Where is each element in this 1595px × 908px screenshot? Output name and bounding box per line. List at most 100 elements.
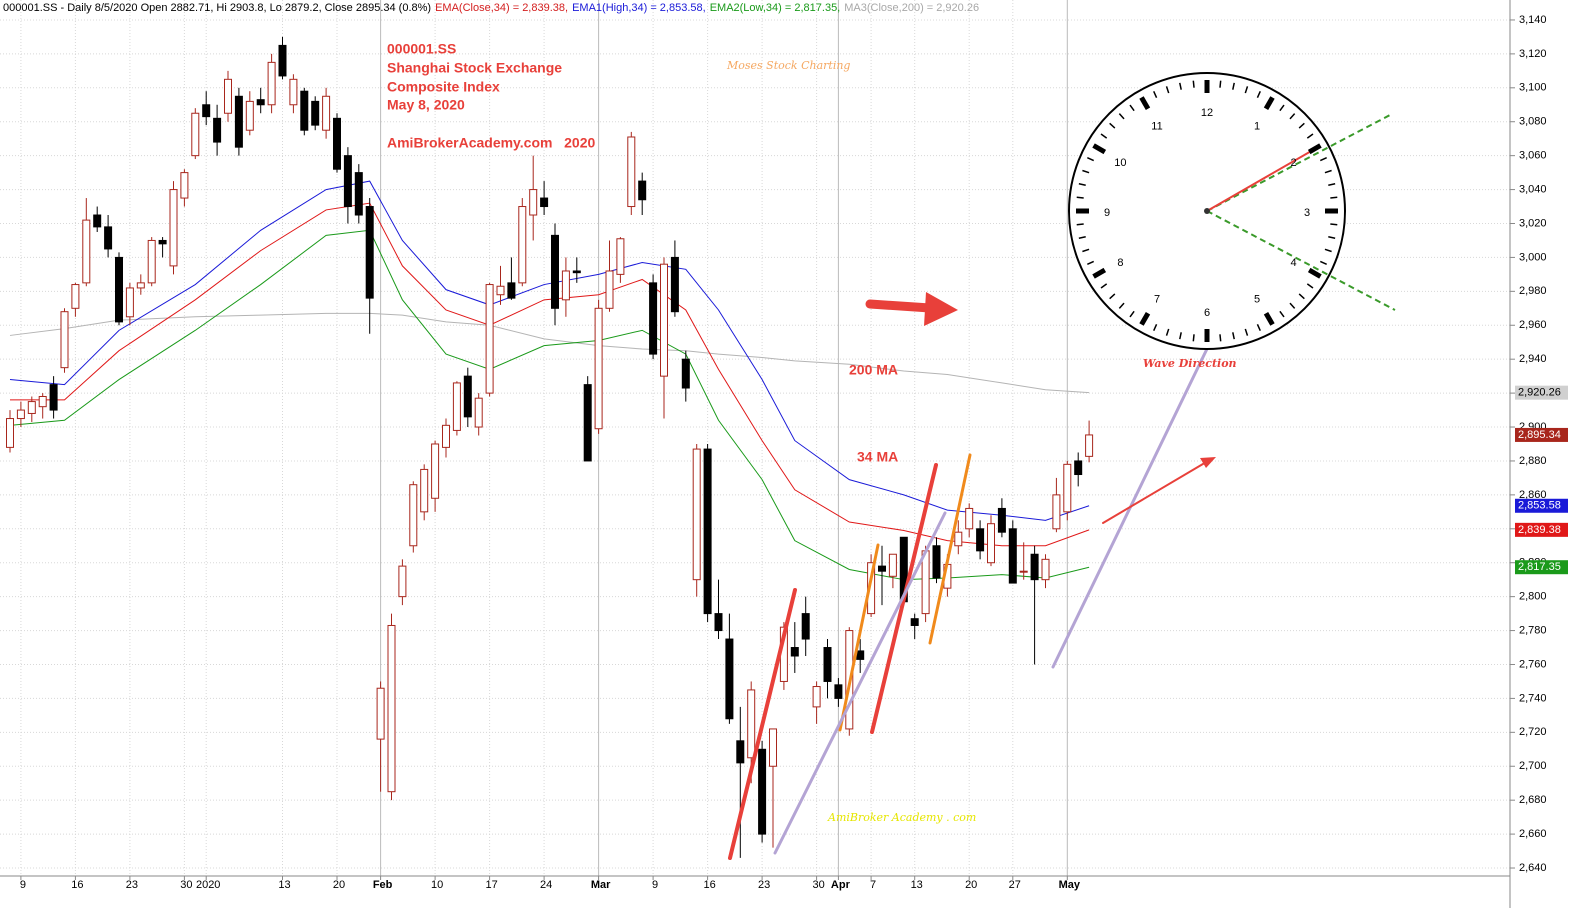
candle-body <box>322 95 331 131</box>
y-tick-label: 2,660 <box>1519 828 1547 840</box>
value-label: 2,853.58 <box>1518 500 1561 512</box>
clock-tick <box>1244 86 1249 94</box>
x-tick-label: 24 <box>540 879 552 891</box>
x-tick-label: 16 <box>71 879 83 891</box>
indicator-line <box>9 180 1090 521</box>
trend-line <box>1051 320 1222 669</box>
candle-body <box>256 99 265 106</box>
y-tick-label: 2,800 <box>1519 591 1547 603</box>
candle-body <box>420 468 429 513</box>
clock-tick <box>1153 91 1158 99</box>
trend-line <box>773 511 947 855</box>
candle-body <box>234 95 243 148</box>
clock-tick <box>1139 96 1151 111</box>
clock-tick <box>1153 323 1158 331</box>
clock-tick <box>1078 236 1086 239</box>
candle-body <box>670 256 679 313</box>
candle-body <box>551 234 559 309</box>
candle-body <box>681 358 690 389</box>
candles <box>6 36 1094 858</box>
y-tick-label: 2,780 <box>1519 624 1547 636</box>
trend-line <box>728 588 797 860</box>
y-tick-label: 3,100 <box>1519 82 1547 94</box>
y-tick-label: 2,960 <box>1519 319 1547 331</box>
clock-tick <box>1279 104 1285 112</box>
x-tick-label: 9 <box>20 879 26 891</box>
x-tick-label: 16 <box>703 879 715 891</box>
clock-number: 5 <box>1254 294 1260 306</box>
y-tick-label: 2,880 <box>1519 455 1547 467</box>
candle-body <box>1085 434 1094 457</box>
candle-body <box>932 545 941 579</box>
y-tick-label: 3,020 <box>1519 217 1547 229</box>
clock-tick <box>1076 196 1084 199</box>
candle-body <box>638 180 647 201</box>
clock-tick <box>1219 80 1222 88</box>
clock-tick <box>1129 310 1135 318</box>
clock-tick <box>1289 302 1296 309</box>
candle-body <box>812 686 821 708</box>
clock-tick <box>1192 80 1195 88</box>
candle-body <box>1008 528 1017 584</box>
candle-body <box>616 238 625 275</box>
x-tick-label: 30 <box>812 879 824 891</box>
clock-tick <box>1232 82 1235 90</box>
candle-body <box>180 172 189 199</box>
x-tick-label: 23 <box>126 879 138 891</box>
candle-body <box>125 287 134 318</box>
y-tick-label: 3,060 <box>1519 150 1547 162</box>
candle-body <box>136 282 145 289</box>
candle-body <box>38 395 47 408</box>
value-label: 2,920.26 <box>1518 387 1561 399</box>
candle-body <box>714 613 723 632</box>
candle-body <box>496 285 505 296</box>
candle-body <box>267 61 276 106</box>
trend-line <box>870 463 938 734</box>
candle-body <box>49 384 58 411</box>
clock-tick <box>1192 334 1195 342</box>
candle-body <box>529 189 538 216</box>
clock-tick <box>1244 328 1249 336</box>
candle-body <box>594 307 603 430</box>
x-tick-label: 23 <box>758 879 770 891</box>
clock-ray <box>1206 210 1396 311</box>
candle-body <box>965 507 974 530</box>
candle-body <box>769 728 777 767</box>
grid <box>0 0 1510 876</box>
clock-tick <box>1263 96 1275 111</box>
candle-body <box>605 270 614 309</box>
clock-tick <box>1328 183 1336 186</box>
candle-body <box>27 401 36 414</box>
ma-label: 200 MA <box>849 362 898 378</box>
header-item: EMA1(High,34) = 2,853.58, <box>572 2 706 14</box>
x-tick-label: 27 <box>1009 879 1021 891</box>
clock-tick <box>1118 302 1125 309</box>
info-line: Composite Index <box>387 79 500 95</box>
clock-tick <box>1087 157 1095 162</box>
y-tick-label: 2,680 <box>1519 794 1547 806</box>
candle-body <box>158 239 167 245</box>
candle-body <box>311 100 320 126</box>
clock-tick <box>1324 248 1332 253</box>
candle-body <box>289 78 298 106</box>
clock-tick <box>1092 143 1107 155</box>
clock-number: 2 <box>1291 157 1297 169</box>
candle-body <box>976 528 985 552</box>
clock-tick <box>1100 283 1108 289</box>
info-line: May 8, 2020 <box>387 97 465 113</box>
clock-tick <box>1307 143 1322 155</box>
header-item: EMA2(Low,34) = 2,817.35, <box>710 2 841 14</box>
candle-body <box>463 375 472 418</box>
y-tick-label: 2,720 <box>1519 726 1547 738</box>
candle-body <box>442 424 450 448</box>
clock-hand <box>1206 145 1321 212</box>
value-box <box>1515 427 1568 442</box>
drawings <box>728 292 1222 860</box>
header-item: EMA(Close,34) = 2,839.38, <box>435 2 568 14</box>
candle-body <box>561 270 570 301</box>
candle-body <box>540 197 549 208</box>
clock-tick <box>1232 332 1235 340</box>
candle-body <box>867 562 876 615</box>
candle-body <box>376 687 385 740</box>
